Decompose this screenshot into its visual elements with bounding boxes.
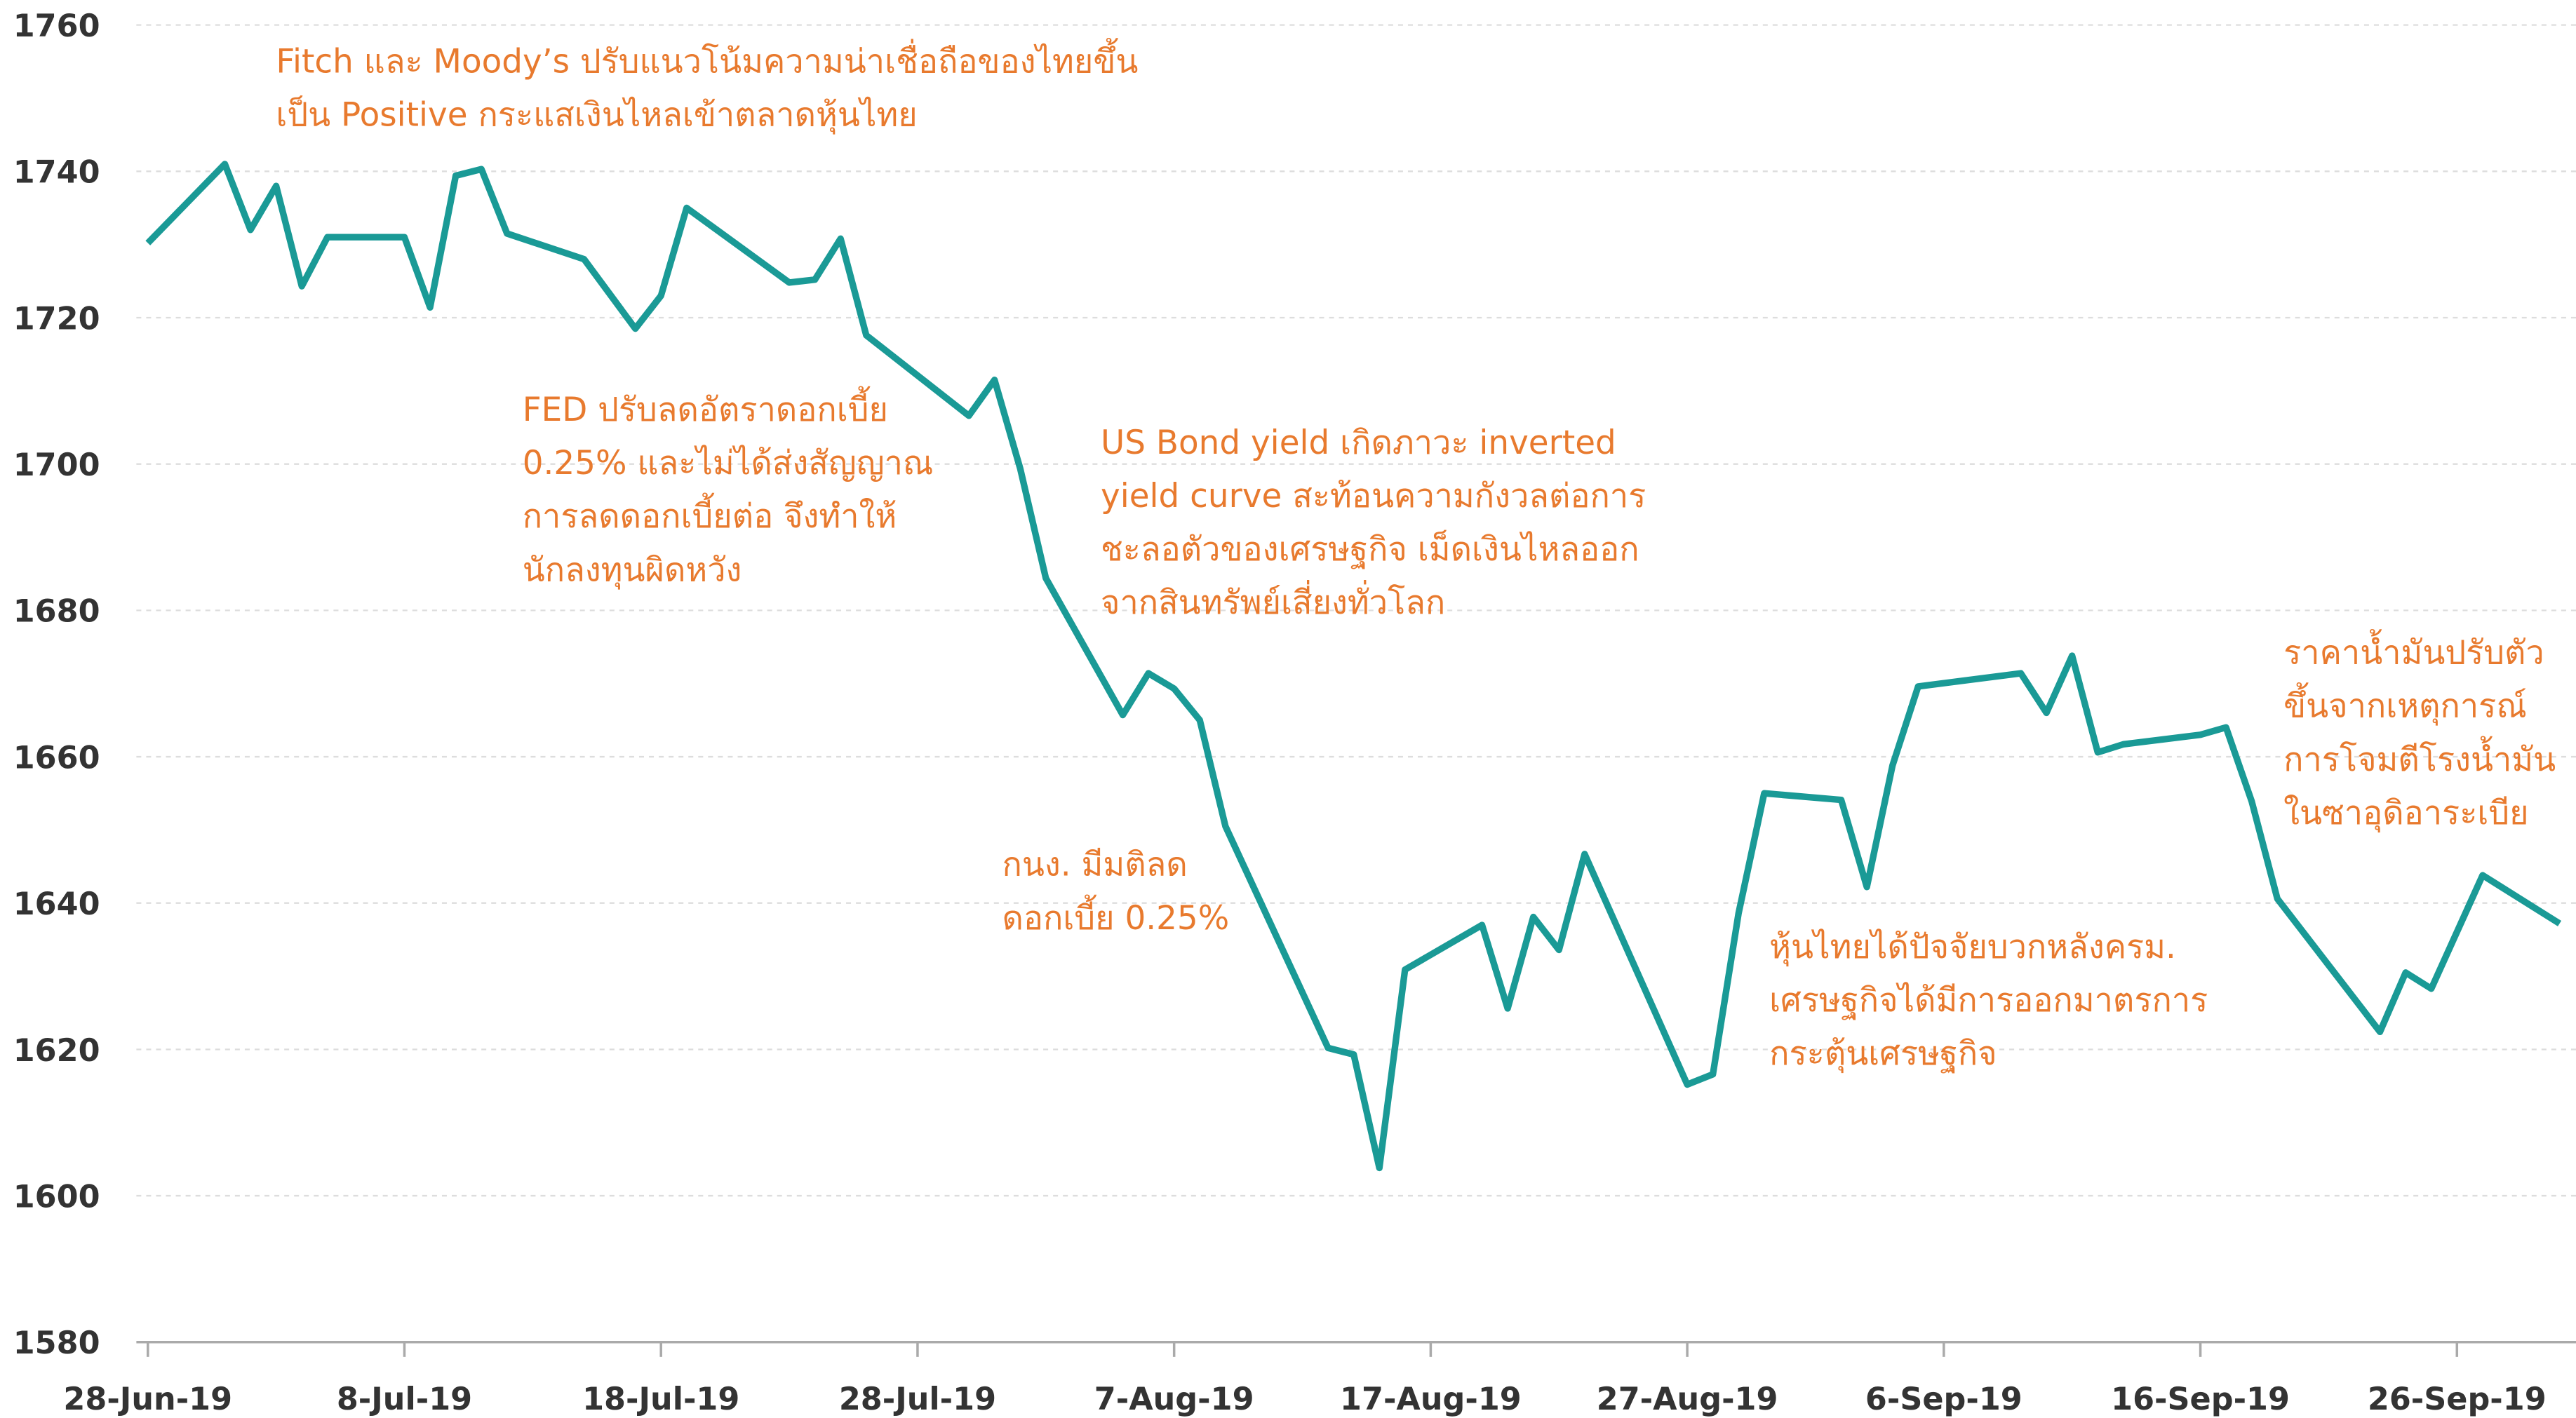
y-tick-label: 1720 bbox=[13, 301, 100, 337]
y-tick-label: 1600 bbox=[13, 1179, 100, 1215]
x-tick-label: 8-Jul-19 bbox=[337, 1382, 472, 1417]
x-tick-label: 18-Jul-19 bbox=[582, 1382, 739, 1417]
annotation: เศรษฐกิจได้มีการออกมาตรการ bbox=[1769, 981, 2208, 1020]
annotation: Fitch และ Moody’s ปรับแนวโน้มความน่าเชื่… bbox=[276, 38, 1138, 81]
annotation: กนง. มีมติลด bbox=[1002, 846, 1188, 884]
y-tick-label: 1620 bbox=[13, 1033, 100, 1069]
annotation: ในซาอุดิอาระเบีย bbox=[2283, 794, 2528, 833]
x-tick-label: 28-Jun-19 bbox=[63, 1382, 232, 1417]
y-tick-label: 1740 bbox=[13, 155, 100, 191]
annotation: การลดดอกเบี้ยต่อ จึงทำให้ bbox=[523, 492, 897, 536]
annotation: นักลงทุนผิดหวัง bbox=[523, 551, 742, 590]
annotation: ขึ้นจากเหตุการณ์ bbox=[2283, 682, 2527, 727]
annotation: ราคาน้ำมันปรับตัว bbox=[2283, 629, 2544, 673]
x-tick-label: 27-Aug-19 bbox=[1597, 1382, 1778, 1417]
annotation: กระตุ้นเศรษฐกิจ bbox=[1769, 1035, 1997, 1074]
annotation: เป็น Positive กระแสเงินไหลเข้าตลาดหุ้นไท… bbox=[276, 95, 917, 135]
x-tick-label: 16-Sep-19 bbox=[2111, 1382, 2290, 1417]
x-tick-label: 28-Jul-19 bbox=[839, 1382, 996, 1417]
annotation: yield curve สะท้อนความกังวลต่อการ bbox=[1101, 478, 1646, 515]
y-tick-label: 1660 bbox=[13, 740, 100, 776]
annotation: การโจมตีโรงน้ำมัน bbox=[2283, 736, 2556, 779]
x-tick-label: 7-Aug-19 bbox=[1094, 1382, 1254, 1417]
annotation: 0.25% และไม่ได้ส่งสัญญาณ bbox=[523, 444, 934, 482]
y-tick-label: 1680 bbox=[13, 594, 100, 630]
x-tick-label: 26-Sep-19 bbox=[2368, 1382, 2547, 1417]
annotation: ชะลอตัวของเศรษฐกิจ เม็ดเงินไหลออก bbox=[1101, 529, 1639, 569]
annotation: หุ้นไทยได้ปัจจัยบวกหลังครม. bbox=[1769, 928, 2176, 967]
y-tick-label: 1640 bbox=[13, 886, 100, 922]
data-line bbox=[145, 161, 2562, 1172]
y-tick-label: 1760 bbox=[13, 8, 100, 44]
x-tick-label: 17-Aug-19 bbox=[1340, 1382, 1522, 1417]
annotation: จากสินทรัพย์เสี่ยงทั่วโลก bbox=[1101, 580, 1445, 622]
y-tick-label: 1700 bbox=[13, 447, 100, 483]
x-tick-label: 6-Sep-19 bbox=[1865, 1382, 2022, 1417]
annotation: US Bond yield เกิดภาวะ inverted bbox=[1101, 424, 1616, 462]
annotation: FED ปรับลดอัตราดอกเบี้ย bbox=[523, 386, 888, 429]
y-tick-label: 1580 bbox=[13, 1325, 100, 1361]
annotation: ดอกเบี้ย 0.25% bbox=[1002, 894, 1230, 938]
